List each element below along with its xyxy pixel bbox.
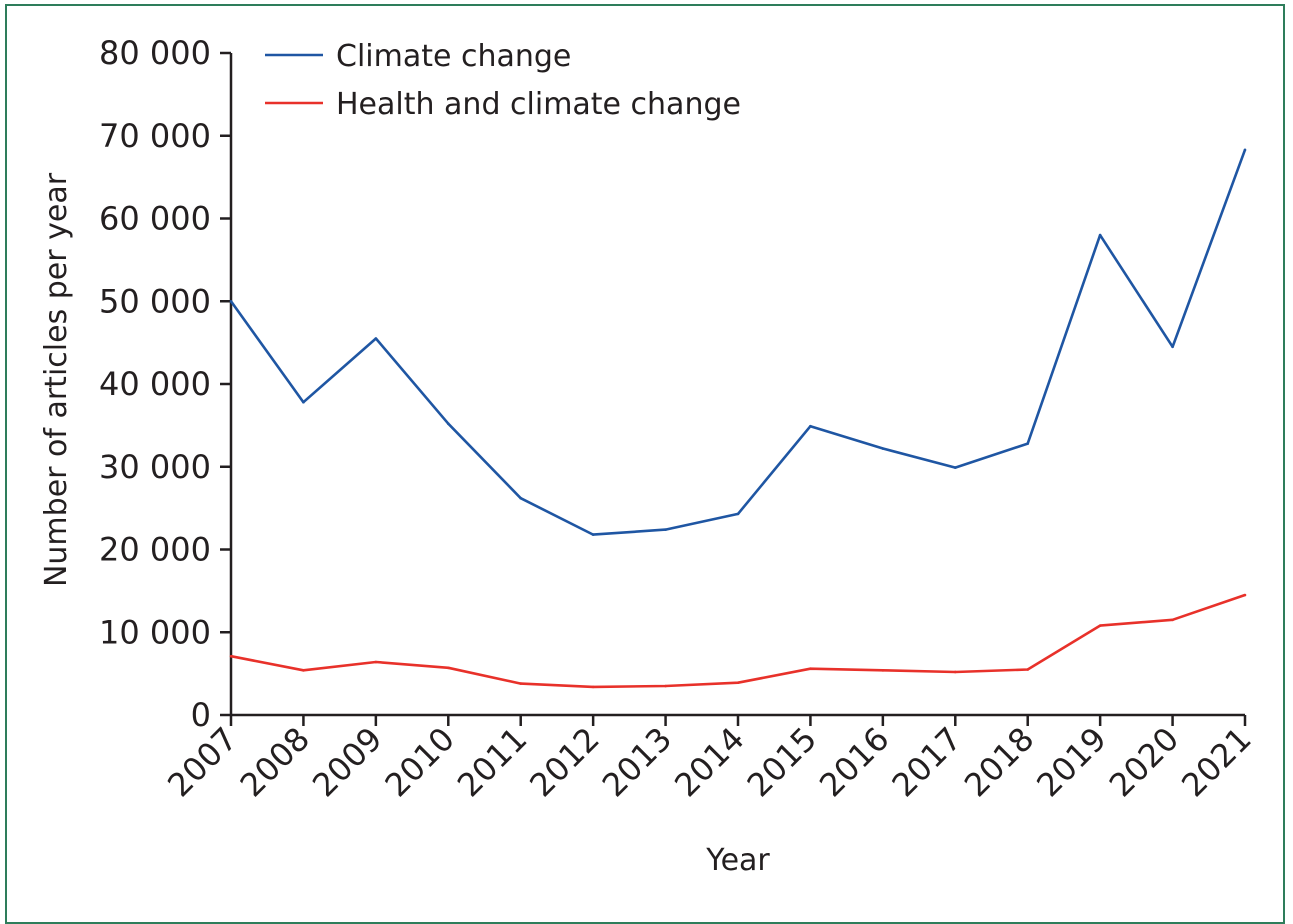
x-tick-label: 2009 [305, 720, 389, 804]
y-tick-label: 0 [191, 696, 211, 734]
data-point [374, 660, 378, 664]
data-point [1026, 442, 1030, 445]
x-tick-label: 2008 [233, 720, 317, 804]
data-point [1026, 668, 1030, 671]
data-point [1171, 618, 1174, 622]
y-tick-label: 50 000 [99, 282, 211, 320]
y-tick-label: 10 000 [99, 613, 211, 651]
data-point [809, 424, 812, 428]
x-tick-label: 2020 [1102, 720, 1186, 804]
y-axis-title: Number of articles per year [39, 172, 74, 587]
data-point [1243, 148, 1247, 152]
x-tick-label: 2017 [884, 720, 968, 804]
x-tick-label: 2019 [1029, 720, 1113, 804]
x-tick-label: 2012 [522, 720, 606, 804]
x-tick-label: 2018 [957, 720, 1041, 804]
data-point [229, 654, 233, 658]
y-axis: 0 10 000 20 000 30 000 40 000 50 000 60 000 70 … [99, 34, 233, 734]
data-point [229, 299, 233, 303]
data-point [809, 667, 812, 670]
y-tick-label: 30 000 [99, 448, 211, 486]
legend: Climate change Health and climate change [265, 39, 741, 122]
x-tick-label: 2013 [595, 720, 679, 804]
data-point [302, 669, 305, 672]
data-point [519, 496, 523, 500]
data-point [1098, 624, 1102, 627]
data-point [881, 669, 885, 672]
y-tick-label: 40 000 [99, 365, 211, 403]
data-point [881, 447, 885, 450]
x-axis: 2007200820092010201120122013201420152016… [160, 713, 1259, 804]
x-tick-label: 2014 [667, 720, 751, 804]
data-point [591, 533, 595, 536]
data-point [374, 337, 378, 340]
y-tick-label: 70 000 [99, 117, 211, 155]
y-tick-label: 20 000 [99, 531, 211, 569]
x-tick-label: 2015 [740, 720, 824, 804]
figure-frame [5, 4, 1285, 924]
series-lines [229, 148, 1247, 689]
series-line-1 [230, 593, 1246, 689]
data-point [736, 512, 740, 516]
data-point [302, 400, 305, 404]
legend-label-0: Climate change [336, 39, 571, 74]
x-tick-label: 2021 [1174, 720, 1258, 804]
data-point [446, 666, 450, 670]
data-point [664, 528, 667, 531]
x-tick-label: 2016 [812, 720, 896, 804]
x-axis-title: Year [705, 843, 770, 878]
y-tick-label: 60 000 [99, 200, 211, 238]
y-tick-label: 80 000 [99, 34, 211, 72]
data-point [953, 670, 957, 674]
data-point [1171, 345, 1174, 349]
data-point [1243, 593, 1247, 597]
data-point [736, 681, 740, 685]
data-point [1098, 233, 1102, 237]
x-tick-label: 2011 [450, 720, 534, 804]
data-point [519, 682, 523, 685]
legend-label-1: Health and climate change [336, 87, 741, 122]
series-line-0 [229, 149, 1247, 536]
data-point [591, 685, 595, 689]
data-point [953, 466, 957, 469]
x-tick-label: 2010 [377, 720, 461, 804]
data-point [446, 422, 450, 426]
data-point [664, 684, 667, 688]
